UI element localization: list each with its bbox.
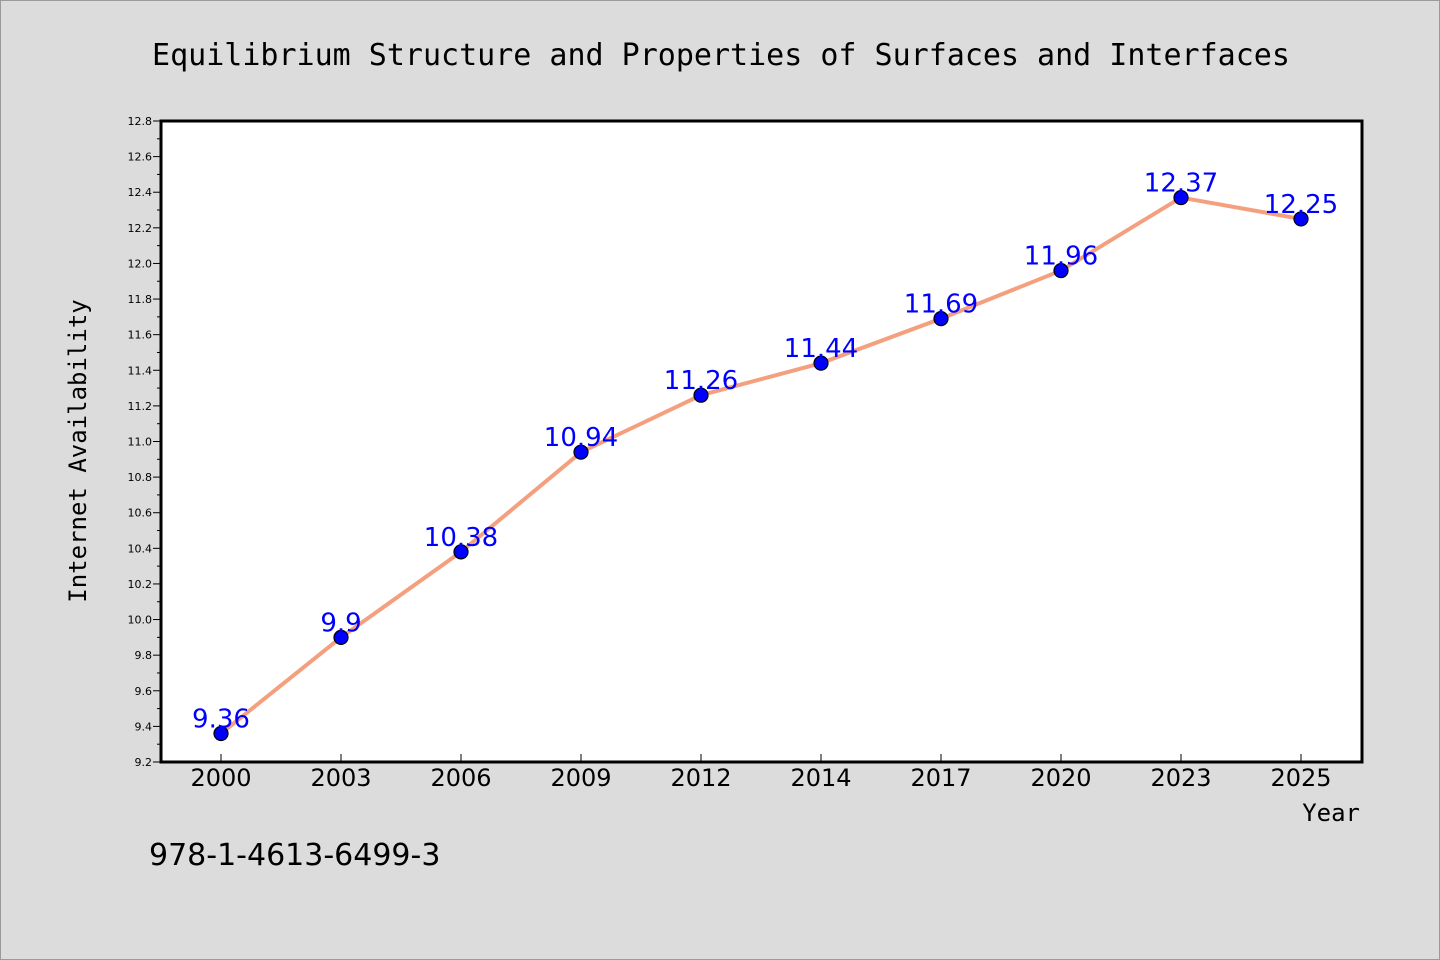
plot-area <box>159 119 1364 764</box>
data-point <box>813 355 829 371</box>
x-tick-label: 2000 <box>190 764 251 792</box>
data-line <box>219 195 1302 736</box>
series-line <box>219 195 1302 736</box>
y-tick-label: 10.8 <box>128 471 153 484</box>
data-label: 12.25 <box>1264 190 1338 220</box>
data-point <box>1293 211 1309 227</box>
series-markers <box>213 189 1309 742</box>
data-label: 12.37 <box>1144 169 1218 199</box>
data-point <box>933 311 949 327</box>
y-tick-label: 9.2 <box>135 756 153 769</box>
y-tick-label: 12.6 <box>128 151 153 164</box>
y-tick-label: 10.0 <box>128 614 153 627</box>
x-axis-label: Year <box>1302 799 1360 827</box>
y-tick-label: 11.8 <box>128 293 153 306</box>
data-point <box>1053 262 1069 279</box>
isbn-text: 978-1-4613-6499-3 <box>149 838 440 873</box>
data-labels: 9.36 9.9 10.38 10.94 11.26 11.44 11.69 11.96 12.… <box>192 169 1338 735</box>
data-point <box>573 444 589 460</box>
y-tick-label: 10.6 <box>128 507 153 520</box>
x-tick-label: 2025 <box>1270 764 1331 792</box>
x-tick-label: 2017 <box>910 764 971 792</box>
y-tick-label: 12.8 <box>128 115 153 128</box>
y-tick-label: 11.4 <box>128 364 153 377</box>
x-tick-label: 2003 <box>310 764 371 792</box>
y-axis: 9.2 9.4 9.6 9.8 10.0 10.2 10.4 10.6 10.8 11.0 11.2… <box>128 115 161 769</box>
data-label: 9.9 <box>320 608 361 638</box>
data-point <box>453 544 469 560</box>
y-tick-label: 11.2 <box>128 400 153 413</box>
data-label: 10.38 <box>424 523 498 553</box>
x-tick-label: 2006 <box>430 764 491 792</box>
y-tick-label: 9.4 <box>135 720 153 733</box>
data-point <box>333 629 349 645</box>
data-label: 11.96 <box>1024 242 1098 272</box>
y-tick-label: 9.6 <box>135 685 153 698</box>
x-tick-label: 2014 <box>790 764 851 792</box>
data-label: 9.36 <box>192 705 250 735</box>
y-tick-label: 10.4 <box>128 542 153 555</box>
data-label: 11.26 <box>664 366 738 396</box>
y-axis-label: Internet Availability <box>64 299 92 602</box>
data-point <box>213 725 229 742</box>
data-point <box>693 387 709 403</box>
y-tick-label: 11.0 <box>128 436 153 449</box>
y-tick-label: 12.0 <box>128 257 153 270</box>
y-tick-label: 11.6 <box>128 329 153 342</box>
data-label: 10.94 <box>544 423 618 453</box>
chart-title: Equilibrium Structure and Properties of … <box>152 38 1290 73</box>
data-label: 11.69 <box>904 290 978 320</box>
y-tick-label: 12.2 <box>128 222 153 235</box>
y-tick-label: 12.4 <box>128 186 153 199</box>
y-tick-label: 10.2 <box>128 578 153 591</box>
y-tick-label: 9.8 <box>135 649 153 662</box>
x-tick-label: 2020 <box>1030 764 1091 792</box>
x-tick-label: 2009 <box>550 764 611 792</box>
data-point <box>1173 189 1189 206</box>
data-label: 11.44 <box>784 334 858 364</box>
x-tick-label: 2023 <box>1150 764 1211 792</box>
x-tick-label: 2012 <box>670 764 731 792</box>
x-axis: 2000 2003 2006 2009 2012 2014 2017 2020 2023 2025 <box>190 754 1332 792</box>
